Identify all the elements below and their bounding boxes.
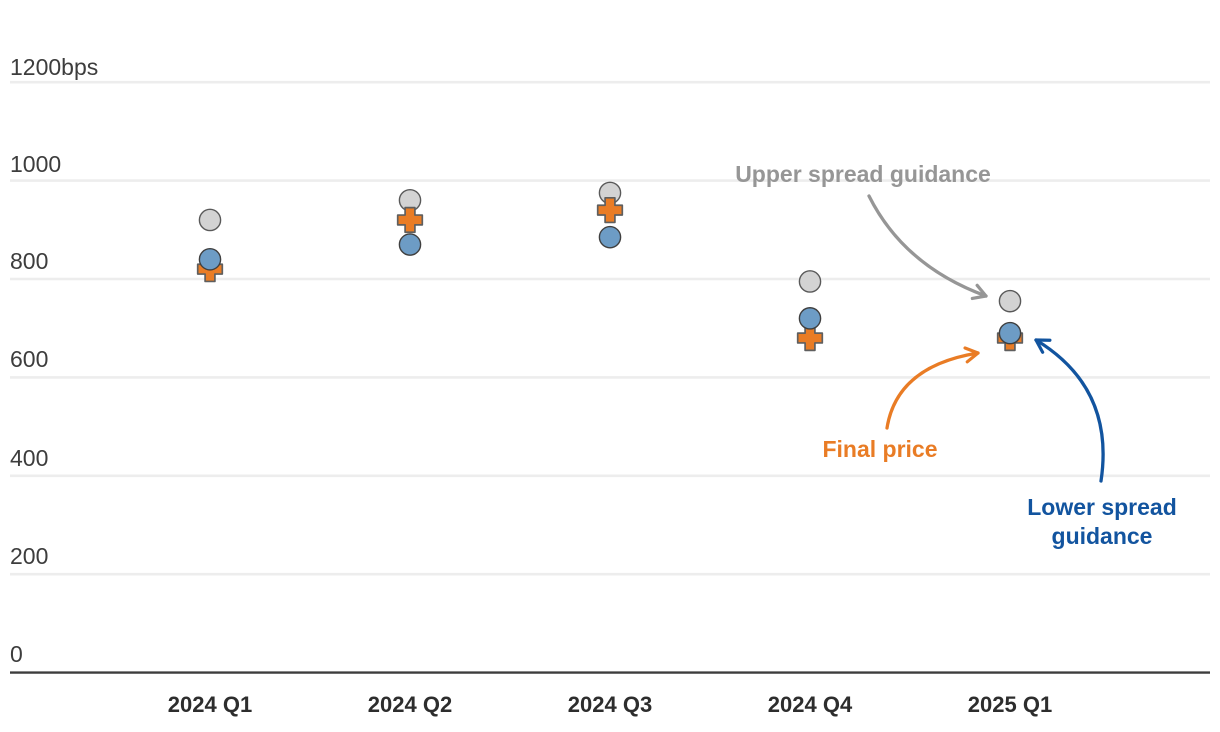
final-annotation-arrow	[885, 346, 980, 430]
x-tick-2024-q2: 2024 Q2	[367, 692, 453, 717]
upper-annotation-arrow	[867, 194, 988, 301]
y-tick-0: 0	[10, 641, 23, 667]
annotation-final-price: Final price	[822, 436, 938, 462]
y-tick-800: 800	[10, 248, 49, 274]
marker-upper-spread-guidance-2025-q1	[998, 289, 1022, 313]
marker-lower-spread-guidance-2024-q4	[798, 307, 822, 330]
marker-lower-spread-guidance-2024-q2	[398, 233, 422, 256]
x-tick-2025-q1: 2025 Q1	[967, 692, 1053, 717]
y-tick-1000: 1000	[10, 151, 62, 177]
annotation-upper-spread-guidance: Upper spread guidance	[735, 161, 991, 187]
marker-lower-spread-guidance-2025-q1	[998, 321, 1022, 345]
marker-final-price-2024-q2	[396, 206, 424, 234]
y-tick-400: 400	[10, 445, 49, 471]
x-tick-2024-q4: 2024 Q4	[767, 692, 853, 717]
marker-lower-spread-guidance-2024-q1	[198, 248, 222, 271]
annotation-lower-spread-guidance: Lower spread guidance	[987, 493, 1217, 551]
annotation-lower-line-2: guidance	[1051, 523, 1153, 549]
lower-annotation-arrow	[1034, 338, 1105, 483]
marker-upper-spread-guidance-2024-q4	[798, 270, 822, 293]
y-tick-200: 200	[10, 543, 49, 569]
x-tick-2024-q1: 2024 Q1	[167, 692, 253, 717]
marker-final-price-2024-q3	[596, 196, 624, 224]
marker-upper-spread-guidance-2024-q1	[198, 208, 222, 232]
x-tick-2024-q3: 2024 Q3	[567, 692, 653, 717]
annotation-lower-line-1: Lower spread	[1027, 494, 1177, 520]
marker-lower-spread-guidance-2024-q3	[598, 225, 622, 249]
y-tick-1200: 1200bps	[10, 54, 99, 80]
y-tick-600: 600	[10, 346, 49, 372]
